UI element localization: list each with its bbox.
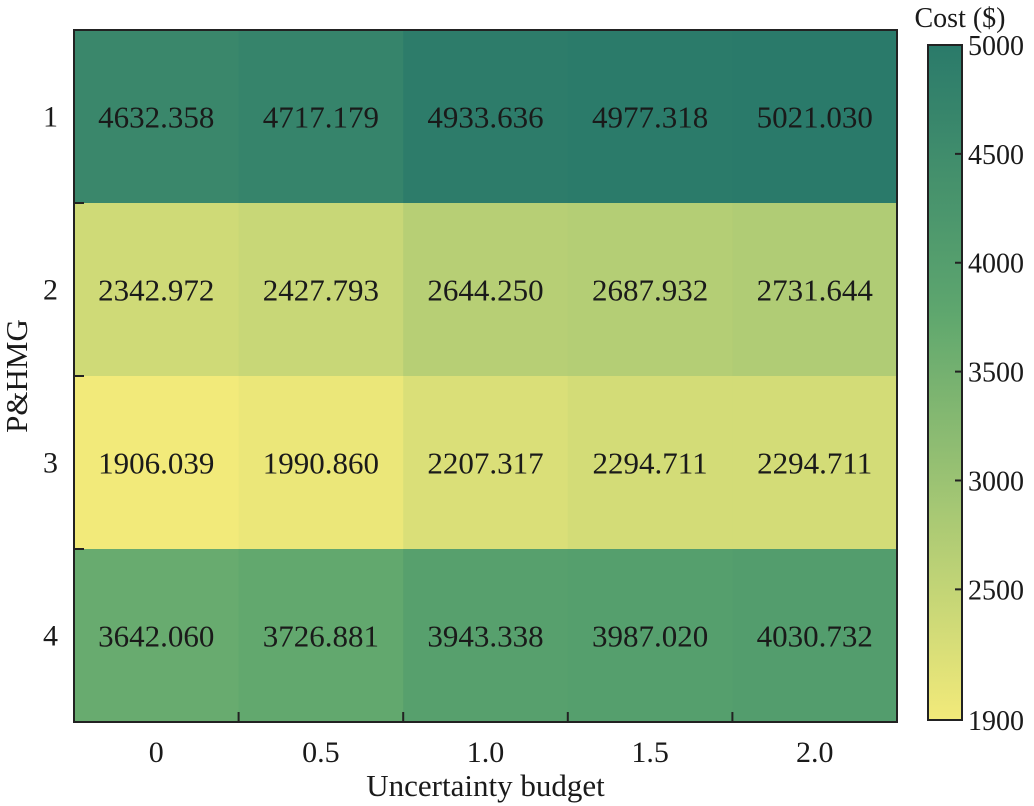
colorbar-gradient — [927, 44, 963, 721]
cell-value-label: 2342.972 — [98, 273, 214, 308]
heatmap-cell — [732, 203, 898, 377]
heatmap-cells — [74, 30, 898, 723]
cell-value-label: 5021.030 — [757, 100, 873, 135]
colorbar-tick-label: 3000 — [968, 466, 1024, 497]
cell-value-label: 3987.020 — [592, 619, 708, 654]
heatmap-cell — [732, 376, 898, 550]
heatmap-cell — [238, 30, 404, 204]
heatmap-cell — [567, 30, 733, 204]
x-axis-ticks: 0 0.5 1.0 1.5 2.0 — [149, 712, 834, 769]
y-tick-label: 2 — [43, 274, 58, 307]
colorbar-tick-label: 5000 — [968, 31, 1024, 62]
heatmap-cell — [567, 203, 733, 377]
heatmap-cell — [732, 549, 898, 723]
x-tick-label: 0.5 — [302, 736, 340, 769]
cell-value-label: 1990.860 — [263, 446, 379, 481]
cell-value-label: 2427.793 — [263, 273, 379, 308]
heatmap-cell — [74, 376, 240, 550]
heatmap-cell — [732, 30, 898, 204]
cell-value-label: 4632.358 — [98, 100, 214, 135]
cell-value-label: 2687.932 — [592, 273, 708, 308]
heatmap-cell — [403, 549, 569, 723]
colorbar-title: Cost ($) — [915, 3, 1006, 34]
cell-value-label: 2731.644 — [757, 273, 874, 308]
y-tick-label: 4 — [43, 620, 58, 653]
heatmap-cell — [567, 376, 733, 550]
x-tick-label: 1.0 — [467, 736, 505, 769]
colorbar-tick-label: 1900 — [968, 706, 1024, 737]
colorbar: 1900 2500 3000 3500 4000 4500 5000 Cost ($) — [915, 3, 1025, 737]
cell-value-label: 4933.636 — [427, 100, 543, 135]
heatmap-cell — [403, 376, 569, 550]
y-axis-ticks: 1 2 3 4 — [43, 101, 84, 653]
y-tick-label: 1 — [43, 101, 58, 134]
cell-value-label: 2644.250 — [427, 273, 543, 308]
cell-value-label: 3943.338 — [427, 619, 543, 654]
y-tick-label: 3 — [43, 447, 58, 480]
colorbar-tick-label: 4000 — [968, 249, 1024, 280]
cell-value-label: 4977.318 — [592, 100, 708, 135]
heatmap-cell — [74, 549, 240, 723]
cell-value-label: 4030.732 — [757, 619, 873, 654]
colorbar-ticks: 1900 2500 3000 3500 4000 4500 5000 — [955, 31, 1024, 737]
heatmap-cell — [403, 203, 569, 377]
colorbar-tick-label: 3500 — [968, 358, 1024, 389]
x-tick-label: 2.0 — [796, 736, 834, 769]
heatmap-cell — [74, 203, 240, 377]
cell-value-label: 2207.317 — [427, 446, 543, 481]
cell-value-label: 3642.060 — [98, 619, 214, 654]
heatmap-cell — [74, 30, 240, 204]
cell-value-label: 3726.881 — [263, 619, 379, 654]
cell-value-label: 2294.711 — [757, 446, 872, 481]
colorbar-tick-label: 2500 — [968, 575, 1024, 606]
heatmap-cell — [403, 30, 569, 204]
cell-value-label: 1906.039 — [98, 446, 214, 481]
colorbar-tick-label: 4500 — [968, 140, 1024, 171]
heatmap-cell — [567, 549, 733, 723]
x-tick-label: 1.5 — [631, 736, 669, 769]
cell-value-label: 2294.711 — [593, 446, 708, 481]
heatmap-cell — [238, 549, 404, 723]
heatmap-cell — [238, 376, 404, 550]
heatmap-cell-labels: 4632.358 4717.179 4933.636 4977.318 5021.030… — [98, 100, 873, 654]
x-axis-title: Uncertainty budget — [366, 768, 605, 803]
y-axis-title: P&HMG — [0, 319, 34, 433]
heatmap-cell — [238, 203, 404, 377]
x-tick-label: 0 — [149, 736, 164, 769]
cell-value-label: 4717.179 — [263, 100, 379, 135]
